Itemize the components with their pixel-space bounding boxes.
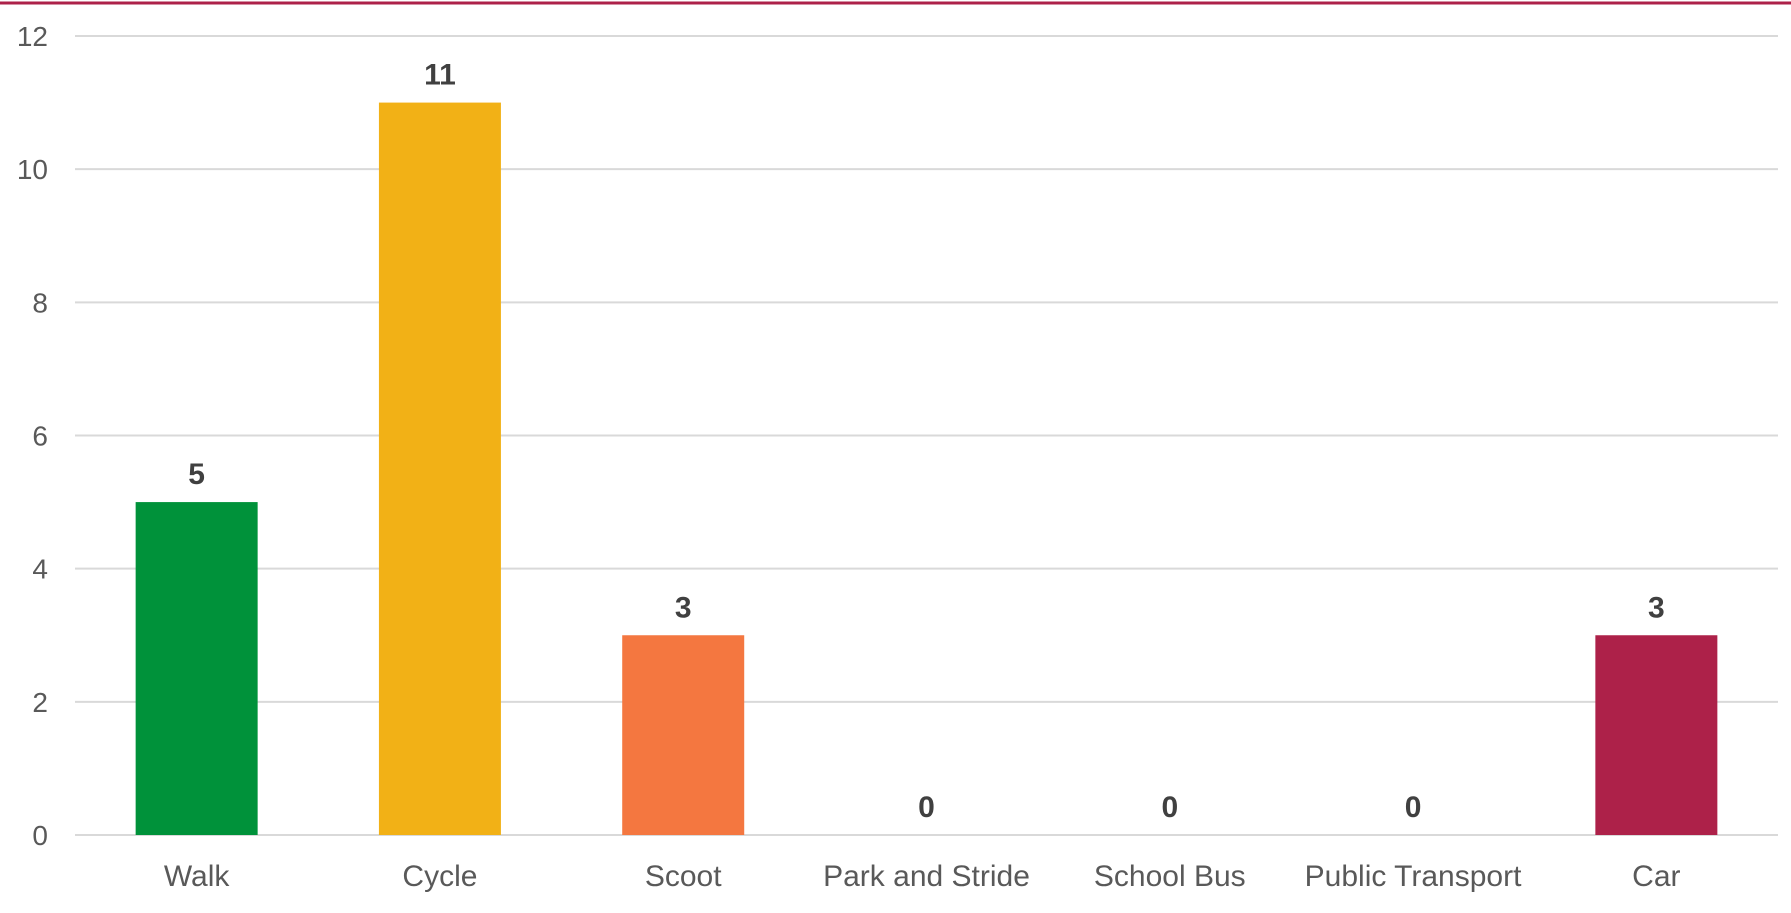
bar-car xyxy=(1595,635,1718,835)
x-tick-label-cycle: Cycle xyxy=(402,860,477,893)
data-label-cycle: 11 xyxy=(424,59,456,92)
bar-cycle xyxy=(378,102,501,836)
x-tick-label-scoot: Scoot xyxy=(645,860,722,893)
bars xyxy=(135,102,1718,836)
data-label-car: 3 xyxy=(1648,591,1665,624)
y-tick-label: 0 xyxy=(32,820,48,851)
x-tick-label-park-and-stride: Park and Stride xyxy=(823,860,1030,893)
x-axis-ticks: Walk Cycle Scoot Park and Stride School Bus P… xyxy=(164,860,1681,893)
gridlines xyxy=(75,35,1778,836)
y-tick-label: 4 xyxy=(32,554,48,585)
data-label-school-bus: 0 xyxy=(1161,791,1178,824)
x-tick-label-school-bus: School Bus xyxy=(1094,860,1246,893)
x-tick-label-car: Car xyxy=(1632,860,1680,893)
y-tick-label: 10 xyxy=(17,154,48,185)
data-label-walk: 5 xyxy=(188,458,205,491)
y-tick-label: 8 xyxy=(32,287,48,318)
x-tick-label-public-transport: Public Transport xyxy=(1305,860,1522,893)
bar-walk xyxy=(135,502,258,835)
data-label-park-and-stride: 0 xyxy=(918,791,935,824)
y-tick-label: 12 xyxy=(17,21,48,52)
y-tick-label: 6 xyxy=(32,421,48,452)
data-label-public-transport: 0 xyxy=(1405,791,1422,824)
data-label-scoot: 3 xyxy=(675,591,692,624)
y-tick-label: 2 xyxy=(32,687,48,718)
y-axis-ticks: 0 2 4 6 8 10 12 xyxy=(17,21,48,851)
data-labels: 5 11 3 0 0 0 3 xyxy=(188,59,1664,824)
x-tick-label-walk: Walk xyxy=(164,860,231,893)
bar-scoot xyxy=(622,635,745,835)
